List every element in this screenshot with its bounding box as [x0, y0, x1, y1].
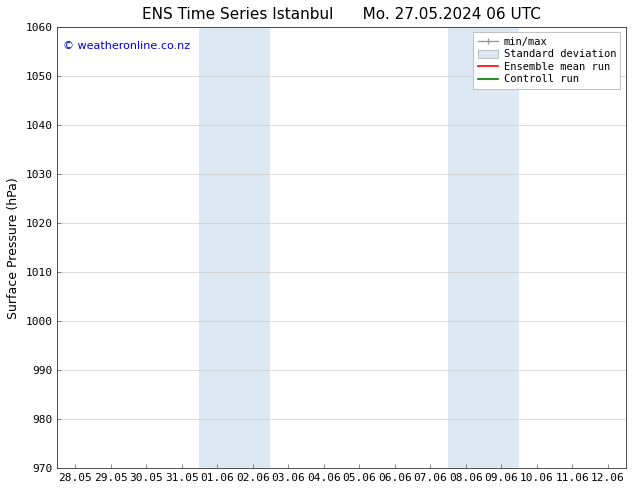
Title: ENS Time Series Istanbul      Mo. 27.05.2024 06 UTC: ENS Time Series Istanbul Mo. 27.05.2024 … — [142, 7, 541, 22]
Bar — [448, 27, 519, 468]
Legend: min/max, Standard deviation, Ensemble mean run, Controll run: min/max, Standard deviation, Ensemble me… — [474, 32, 620, 89]
Y-axis label: Surface Pressure (hPa): Surface Pressure (hPa) — [7, 177, 20, 318]
Bar — [200, 27, 271, 468]
Text: © weatheronline.co.nz: © weatheronline.co.nz — [63, 41, 190, 50]
